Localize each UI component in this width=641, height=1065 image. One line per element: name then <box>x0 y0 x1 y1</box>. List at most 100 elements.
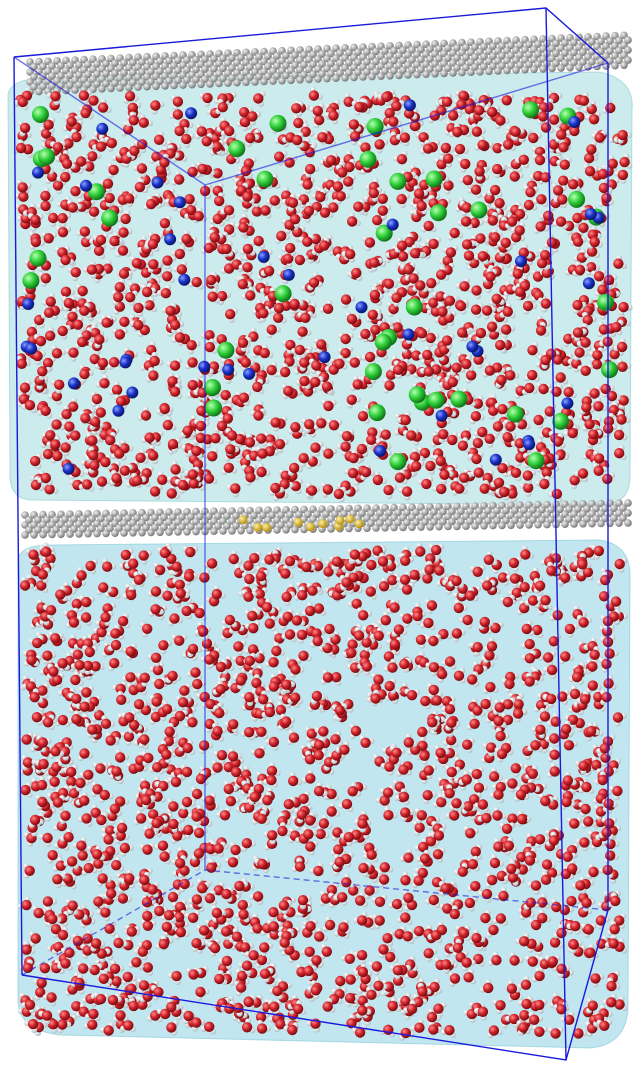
sodium-ion <box>198 361 210 373</box>
oxygen-atom <box>595 133 605 143</box>
oxygen-atom <box>614 448 624 458</box>
sodium-ion <box>466 341 478 353</box>
carbon-atom <box>237 527 245 535</box>
oxygen-atom <box>388 117 398 127</box>
oxygen-atom <box>238 338 248 348</box>
sodium-ion <box>96 123 108 135</box>
oxygen-atom <box>397 154 407 164</box>
oxygen-atom <box>245 290 255 300</box>
oxygen-atom <box>384 279 394 289</box>
oxygen-atom <box>128 103 138 113</box>
oxygen-atom <box>310 377 320 387</box>
oxygen-atom <box>573 327 583 337</box>
oxygen-atom <box>462 239 472 249</box>
carbon-atom <box>327 525 335 533</box>
oxygen-atom <box>304 206 314 216</box>
carbon-atom <box>260 78 268 86</box>
oxygen-atom <box>224 126 234 136</box>
oxygen-atom <box>89 207 99 217</box>
oxygen-atom <box>124 732 134 742</box>
oxygen-atom <box>178 480 188 490</box>
oxygen-atom <box>80 413 90 423</box>
oxygen-atom <box>568 428 578 438</box>
carbon-atom <box>431 70 439 78</box>
oxygen-atom <box>76 156 86 166</box>
oxygen-atom <box>253 410 263 420</box>
oxygen-atom <box>61 287 71 297</box>
chloride-ion <box>375 334 392 351</box>
oxygen-atom <box>245 472 255 482</box>
oxygen-atom <box>365 237 375 247</box>
oxygen-atom <box>66 116 76 126</box>
oxygen-atom <box>109 357 119 367</box>
oxygen-atom <box>142 287 152 297</box>
oxygen-atom <box>187 357 197 367</box>
oxygen-atom <box>208 292 218 302</box>
oxygen-atom <box>41 406 51 416</box>
oxygen-atom <box>400 132 410 142</box>
chloride-ion <box>367 118 384 135</box>
oxygen-atom <box>78 286 88 296</box>
carbon-atom <box>98 85 106 93</box>
oxygen-atom <box>41 473 51 483</box>
oxygen-atom <box>52 348 62 358</box>
carbon-atom <box>39 531 47 539</box>
oxygen-atom <box>165 306 175 316</box>
oxygen-atom <box>438 429 448 439</box>
carbon-atom <box>579 520 587 528</box>
oxygen-atom <box>18 97 28 107</box>
oxygen-atom <box>68 202 78 212</box>
oxygen-atom <box>309 90 319 100</box>
oxygen-atom <box>119 317 129 327</box>
oxygen-atom <box>492 294 502 304</box>
oxygen-atom <box>425 461 435 471</box>
oxygen-atom <box>107 138 117 148</box>
oxygen-atom <box>320 208 330 218</box>
oxygen-atom <box>289 463 299 473</box>
oxygen-atom <box>88 450 98 460</box>
carbon-atom <box>107 85 115 93</box>
oxygen-atom <box>450 228 460 238</box>
oxygen-atom <box>270 483 280 493</box>
oxygen-atom <box>202 93 212 103</box>
oxygen-atom <box>210 232 220 242</box>
oxygen-atom <box>64 298 74 308</box>
oxygen-atom <box>334 359 344 369</box>
oxygen-atom <box>586 144 596 154</box>
oxygen-atom <box>462 202 472 212</box>
carbon-atom <box>372 524 380 532</box>
oxygen-atom <box>326 155 336 165</box>
oxygen-atom <box>45 430 55 440</box>
oxygen-atom <box>572 300 582 310</box>
carbon-atom <box>363 524 371 532</box>
oxygen-atom <box>175 332 185 342</box>
oxygen-atom <box>368 310 378 320</box>
oxygen-atom <box>141 410 151 420</box>
oxygen-atom <box>381 92 391 102</box>
oxygen-atom <box>556 216 566 226</box>
oxygen-atom <box>31 237 41 247</box>
oxygen-atom <box>459 473 469 483</box>
oxygen-atom <box>557 194 567 204</box>
chloride-ion <box>450 391 467 408</box>
oxygen-atom <box>256 727 266 737</box>
oxygen-atom <box>436 456 446 466</box>
oxygen-atom <box>150 100 160 110</box>
oxygen-atom <box>158 640 168 650</box>
oxygen-atom <box>439 470 449 480</box>
carbon-atom <box>233 79 241 87</box>
oxygen-atom <box>218 102 228 112</box>
oxygen-atom <box>224 463 234 473</box>
oxygen-atom <box>594 466 604 476</box>
oxygen-atom <box>148 259 158 269</box>
oxygen-atom <box>446 247 456 257</box>
oxygen-atom <box>92 394 102 404</box>
carbon-atom <box>215 80 223 88</box>
oxygen-atom <box>53 142 63 152</box>
oxygen-atom <box>118 227 128 237</box>
carbon-atom <box>197 81 205 89</box>
oxygen-atom <box>347 216 357 226</box>
oxygen-atom <box>205 342 215 352</box>
carbon-atom <box>471 522 479 530</box>
oxygen-atom <box>94 334 104 344</box>
